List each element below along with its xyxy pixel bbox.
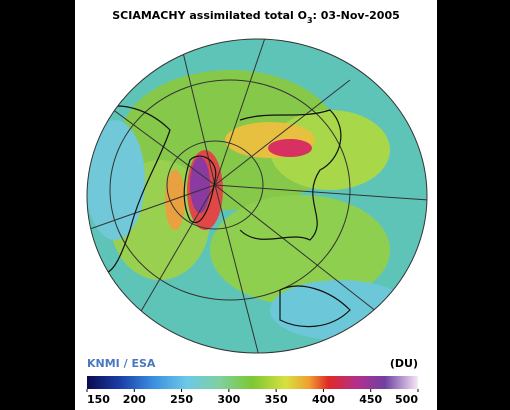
ozone-map xyxy=(87,39,427,353)
colorbar xyxy=(87,376,418,389)
unit-label: (DU) xyxy=(390,357,418,370)
colorbar-tick-label: 300 xyxy=(217,393,240,406)
colorbar-tick-label: 150 xyxy=(87,393,110,406)
credit: KNMI / ESA xyxy=(87,357,156,370)
colorbar-tick-label: 450 xyxy=(359,393,382,406)
colorbar-tick-label: 250 xyxy=(170,393,193,406)
title: SCIAMACHY assimilated total O3: 03-Nov-2… xyxy=(112,9,400,25)
colorbar-tick-label: 200 xyxy=(123,393,146,406)
globe-outline xyxy=(86,38,428,354)
colorbar-tick-label: 500 xyxy=(395,393,418,406)
colorbar-tick-label: 400 xyxy=(312,393,335,406)
colorbar-tick-label: 350 xyxy=(265,393,288,406)
